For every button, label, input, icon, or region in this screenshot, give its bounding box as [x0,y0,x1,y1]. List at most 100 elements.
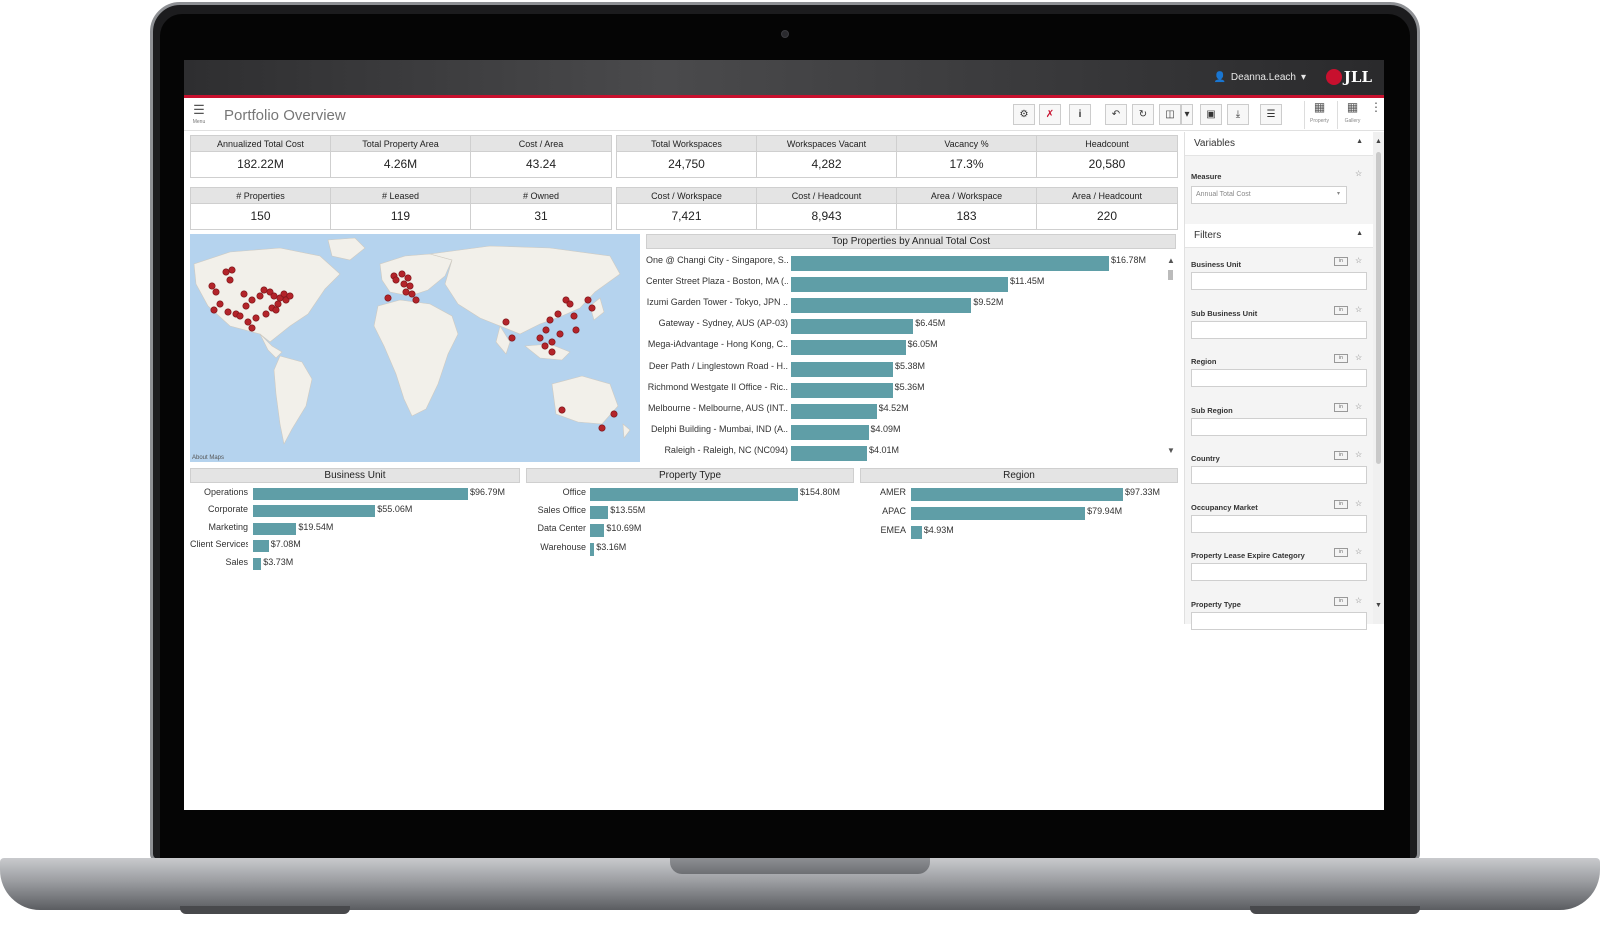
location-marker-icon[interactable] [541,342,549,350]
filters-header[interactable]: Filters ▲ [1185,224,1373,248]
location-marker-icon[interactable] [270,292,278,300]
location-marker-icon[interactable] [508,334,516,342]
location-marker-icon[interactable] [588,304,596,312]
bar[interactable] [791,340,906,356]
location-marker-icon[interactable] [404,274,412,282]
chevron-down-icon[interactable]: ▾ [1181,104,1193,125]
location-marker-icon[interactable] [536,334,544,342]
kpi-tile[interactable]: Area / Workspace 183 [897,188,1037,229]
info-icon[interactable]: i [1069,104,1091,125]
more-icon[interactable]: ⋮ [1370,100,1382,114]
location-marker-icon[interactable] [598,424,606,432]
location-marker-icon[interactable] [248,324,256,332]
bar[interactable] [590,542,595,556]
location-marker-icon[interactable] [548,338,556,346]
kpi-tile[interactable]: Cost / Workspace 7,421 [617,188,757,229]
location-marker-icon[interactable] [208,282,216,290]
bar[interactable] [253,505,376,518]
filter-input[interactable] [1191,272,1367,290]
chevron-up-icon[interactable]: ▲ [1167,256,1175,265]
location-marker-icon[interactable] [384,294,392,302]
filter-mode-toggle[interactable]: in [1334,596,1348,606]
location-marker-icon[interactable] [584,296,592,304]
location-marker-icon[interactable] [392,276,400,284]
location-marker-icon[interactable] [210,306,218,314]
pin-icon[interactable]: ☆ [1355,450,1363,459]
scroll-thumb[interactable] [1376,152,1381,464]
bar[interactable] [590,488,798,501]
bar[interactable] [590,506,609,520]
location-marker-icon[interactable] [556,330,564,338]
bar[interactable] [791,298,972,314]
filter-mode-toggle[interactable]: in [1334,402,1348,412]
property-button[interactable]: ▦ Property [1304,101,1334,129]
bar[interactable] [791,277,1008,293]
pin-icon[interactable]: ☆ [1355,256,1363,265]
location-marker-icon[interactable] [224,308,232,316]
kpi-tile[interactable]: Vacancy % 17.3% [897,136,1037,177]
filter-input[interactable] [1191,563,1367,581]
location-marker-icon[interactable] [406,282,414,290]
location-marker-icon[interactable] [572,326,580,334]
menu-button[interactable]: ☰ Menu [188,103,210,127]
location-marker-icon[interactable] [400,280,408,288]
map-credit[interactable]: About Maps [192,455,225,461]
world-map[interactable]: About Maps [190,234,640,462]
pin-icon[interactable]: ☆ [1355,353,1363,362]
location-marker-icon[interactable] [248,296,256,304]
refresh-icon[interactable]: ↻ [1132,104,1154,125]
location-marker-icon[interactable] [286,292,294,300]
location-marker-icon[interactable] [280,290,288,298]
bar[interactable] [791,319,914,335]
chevron-down-icon[interactable]: ▼ [1375,602,1382,609]
scroll-thumb[interactable] [1168,270,1173,280]
location-marker-icon[interactable] [272,306,280,314]
download-icon[interactable]: ⤓ [1227,104,1249,125]
measure-select[interactable]: Annual Total Cost ▾ [1191,186,1347,204]
location-marker-icon[interactable] [236,312,244,320]
filter-mode-toggle[interactable]: in [1334,451,1348,460]
location-marker-icon[interactable] [398,270,406,278]
kpi-tile[interactable]: # Leased 119 [331,188,471,229]
filter-input[interactable] [1191,466,1367,484]
filter-input[interactable] [1191,514,1367,533]
user-menu[interactable]: 👤 Deanna.Leach ▾ [1213,72,1306,83]
image-icon[interactable]: ▣ [1200,104,1222,125]
pin-icon[interactable]: ☆ [1355,595,1363,605]
filter-input[interactable] [1191,611,1367,630]
bar[interactable] [791,382,893,398]
chevron-down-icon[interactable]: ▼ [1167,446,1175,455]
variables-header[interactable]: Variables ▲ [1185,132,1373,156]
chevron-up-icon[interactable]: ▲ [1375,138,1382,145]
location-marker-icon[interactable] [554,310,562,318]
filter-mode-toggle[interactable]: in [1334,499,1348,509]
filter-input[interactable] [1191,320,1367,339]
location-marker-icon[interactable] [548,348,556,356]
pin-icon[interactable]: ☆ [1355,547,1363,556]
clear-selection-icon[interactable]: ✗ [1039,104,1061,125]
location-marker-icon[interactable] [242,302,250,310]
location-marker-icon[interactable] [502,318,510,326]
kpi-tile[interactable]: # Owned 31 [471,188,611,229]
location-marker-icon[interactable] [542,326,550,334]
kpi-tile[interactable]: Total Property Area 4.26M [331,136,471,177]
filter-mode-toggle[interactable]: in [1334,354,1348,363]
location-marker-icon[interactable] [558,406,566,414]
settings-icon[interactable]: ⚙ [1013,104,1035,125]
location-marker-icon[interactable] [216,300,224,308]
filter-mode-toggle[interactable]: in [1334,305,1348,315]
location-marker-icon[interactable] [244,318,252,326]
bar[interactable] [253,488,468,500]
kpi-tile[interactable]: Cost / Headcount 8,943 [757,188,897,229]
location-marker-icon[interactable] [262,310,270,318]
kpi-tile[interactable]: Cost / Area 43.24 [471,136,611,177]
location-marker-icon[interactable] [570,312,578,320]
location-marker-icon[interactable] [256,292,264,300]
panel-scrollbar[interactable]: ▲ ▼ [1373,132,1384,624]
bar[interactable] [253,557,262,570]
pin-icon[interactable]: ☆ [1355,304,1363,314]
location-marker-icon[interactable] [252,314,260,322]
undo-icon[interactable]: ↶ [1105,104,1127,125]
location-marker-icon[interactable] [412,296,420,304]
kpi-tile[interactable]: Area / Headcount 220 [1037,188,1177,229]
